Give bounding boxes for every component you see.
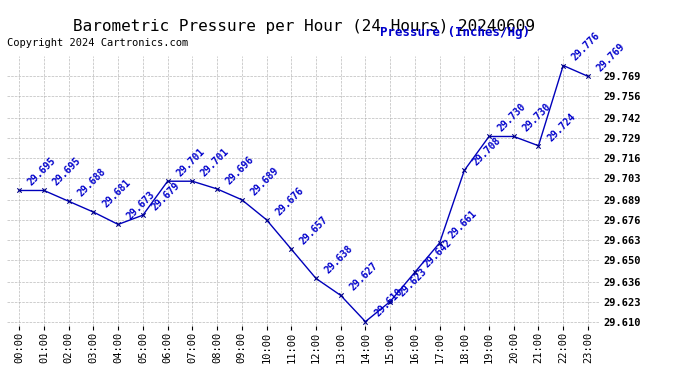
Text: 29.661: 29.661 [446,208,479,240]
Text: 29.701: 29.701 [175,147,206,178]
Point [187,178,198,184]
Text: 29.701: 29.701 [199,147,231,178]
Text: 29.696: 29.696 [224,154,256,186]
Text: 29.657: 29.657 [298,214,331,246]
Point [286,246,297,252]
Point [533,143,544,149]
Point [137,212,148,218]
Point [360,319,371,325]
Point [484,134,495,140]
Text: Copyright 2024 Cartronics.com: Copyright 2024 Cartronics.com [7,38,188,48]
Text: 29.776: 29.776 [570,31,602,63]
Point [582,73,593,79]
Text: 29.679: 29.679 [150,180,182,212]
Text: Pressure (Inches/Hg): Pressure (Inches/Hg) [380,26,529,39]
Text: 29.688: 29.688 [76,166,108,198]
Point [335,292,346,298]
Point [14,188,25,194]
Point [459,167,470,173]
Point [384,298,395,304]
Text: 29.623: 29.623 [397,267,429,299]
Point [434,240,445,246]
Point [162,178,173,184]
Text: 29.681: 29.681 [100,177,132,209]
Point [310,275,322,281]
Text: 29.627: 29.627 [348,261,380,292]
Text: 29.638: 29.638 [323,244,355,276]
Text: 29.610: 29.610 [373,287,404,319]
Text: 29.673: 29.673 [125,190,157,222]
Point [558,63,569,69]
Text: 29.769: 29.769 [595,42,627,74]
Point [236,197,247,203]
Text: 29.708: 29.708 [471,136,503,168]
Text: 29.642: 29.642 [422,237,454,270]
Point [112,221,124,227]
Point [212,186,223,192]
Point [39,188,50,194]
Text: 29.695: 29.695 [26,156,58,188]
Point [88,209,99,215]
Point [509,134,520,140]
Text: 29.689: 29.689 [248,165,281,197]
Point [261,217,272,223]
Text: 29.676: 29.676 [273,185,306,217]
Point [63,198,75,204]
Text: 29.724: 29.724 [545,111,578,143]
Text: Barometric Pressure per Hour (24 Hours) 20240609: Barometric Pressure per Hour (24 Hours) … [72,19,535,34]
Text: 29.695: 29.695 [51,156,83,188]
Point [409,269,420,275]
Text: 29.730: 29.730 [521,102,553,134]
Text: 29.730: 29.730 [496,102,528,134]
